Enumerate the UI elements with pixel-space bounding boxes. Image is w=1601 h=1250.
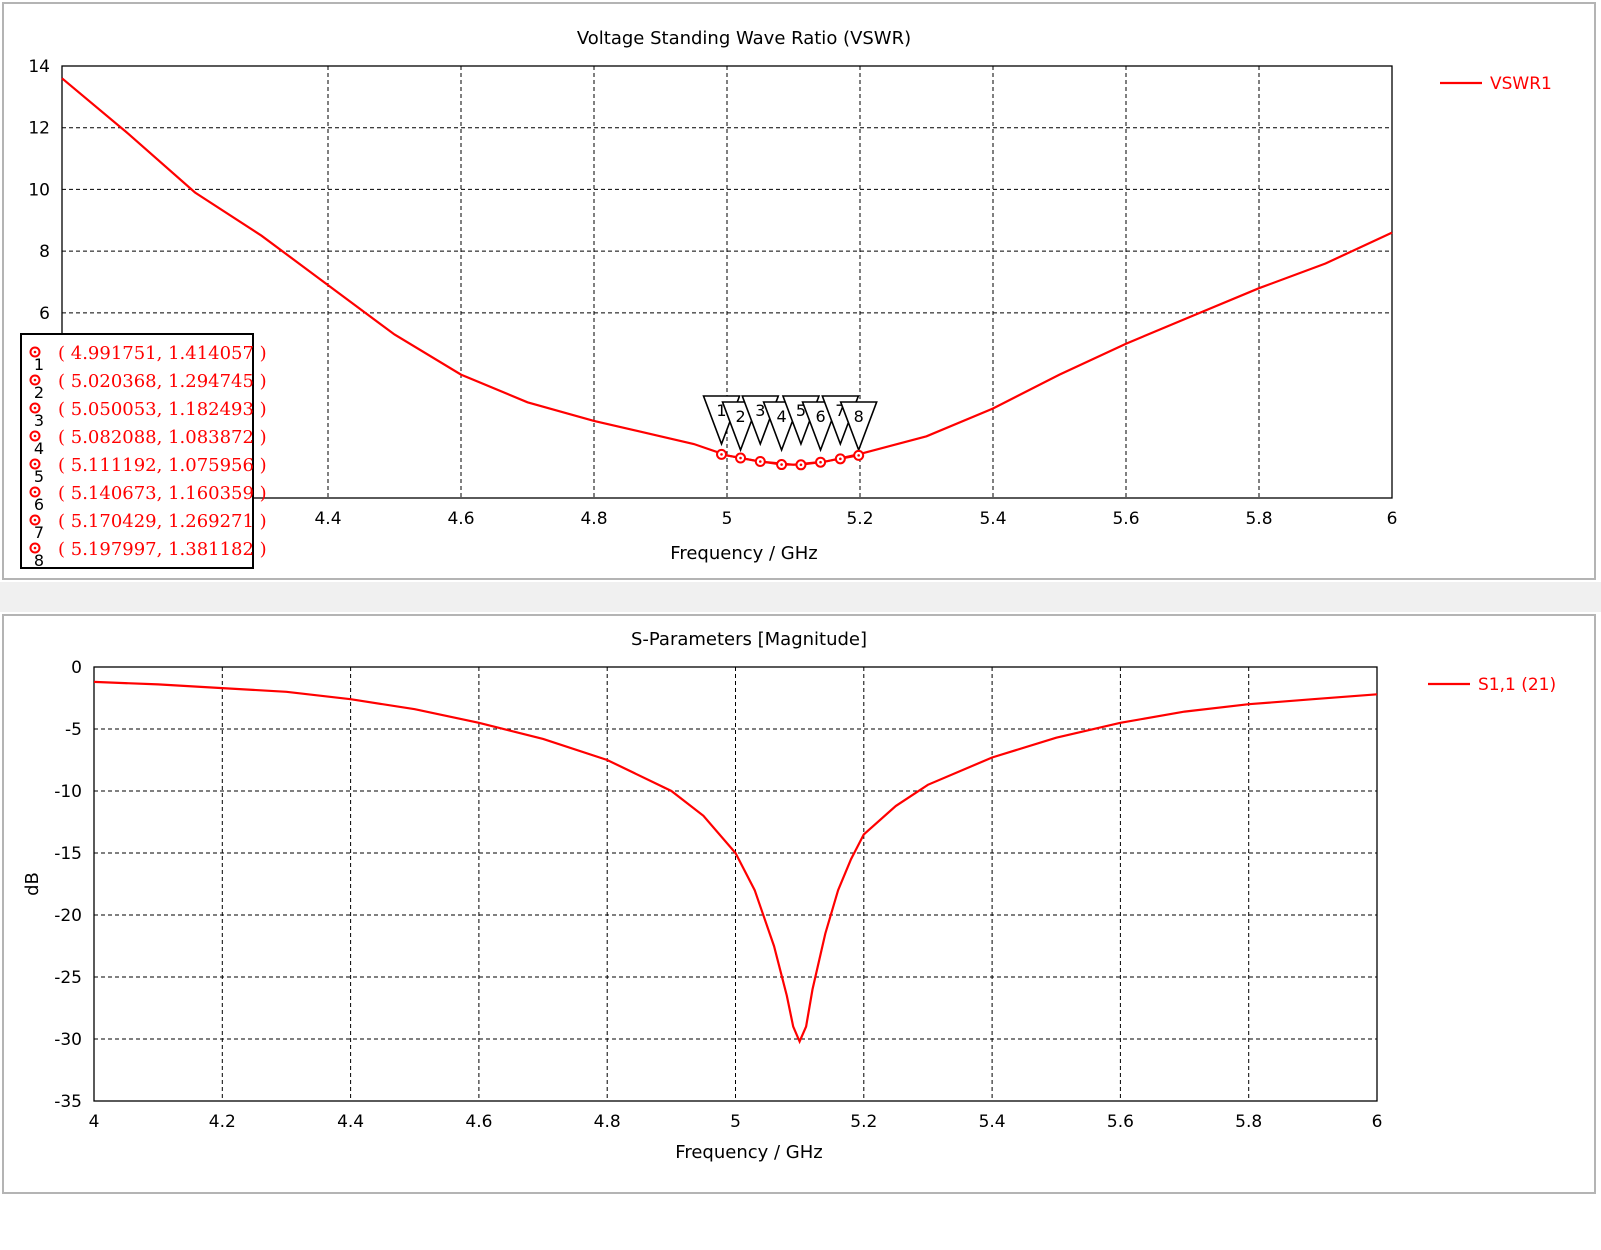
panel-separator [0, 582, 1601, 612]
y-tick-label: 12 [28, 119, 50, 139]
readout-marker-value: ( 5.140673, 1.160359 ) [58, 483, 267, 504]
x-tick-label: 4.8 [580, 509, 607, 529]
readout-marker-icon-center [33, 546, 37, 550]
vswr-chart: Voltage Standing Wave Ratio (VSWR) Frequ… [20, 28, 1552, 570]
readout-marker-icon-center [33, 350, 37, 354]
x-axis-label: Frequency / GHz [670, 543, 817, 564]
y-tick-label: -30 [54, 1030, 82, 1050]
legend: S1,1 (21) [1428, 675, 1556, 695]
readout-marker-icon-center [33, 518, 37, 522]
plot-area-frame [61, 65, 1393, 499]
marker-readout-box: 1 ( 4.991751, 1.414057 ) 2 ( 5.020368, 1.29… [20, 333, 267, 570]
legend-entry: S1,1 (21) [1478, 675, 1556, 695]
vswr-chart-panel: Voltage Standing Wave Ratio (VSWR) Frequ… [2, 2, 1596, 580]
s-parameter-chart: S-Parameters [Magnitude] Frequency / GHz… [22, 629, 1556, 1163]
x-tick-label: 6 [1387, 509, 1398, 529]
plot-area-frame [93, 666, 1378, 1102]
readout-marker-value: ( 5.020368, 1.294745 ) [58, 371, 267, 392]
marker-point-center-1 [720, 453, 723, 456]
y-axis-label: dB [22, 872, 43, 896]
readout-marker-number: 2 [34, 383, 44, 402]
y-tick-label: -35 [54, 1092, 82, 1112]
chart-title: Voltage Standing Wave Ratio (VSWR) [577, 28, 911, 49]
y-tick-label: 8 [39, 242, 50, 262]
x-tick-label: 5.8 [1245, 509, 1272, 529]
x-axis-label: Frequency / GHz [675, 1142, 822, 1163]
readout-marker-value: ( 5.197997, 1.381182 ) [58, 539, 267, 560]
x-tick-label: 5.6 [1107, 1112, 1134, 1132]
marker-number-1: 1 [716, 401, 726, 420]
marker-number-7: 7 [835, 401, 845, 420]
marker-number-6: 6 [815, 407, 825, 426]
readout-marker-icon-center [33, 406, 37, 410]
marker-point-center-7 [839, 457, 842, 461]
readout-marker-number: 1 [34, 355, 44, 374]
x-tick-label: 4.6 [447, 509, 474, 529]
x-tick-label: 5.4 [979, 1112, 1006, 1132]
y-tick-label: -25 [54, 968, 82, 988]
marker-triangle-8 [839, 401, 878, 453]
y-tick-label: -15 [54, 844, 82, 864]
readout-marker-value: ( 4.991751, 1.414057 ) [58, 343, 267, 364]
x-tick-label: 5.4 [979, 509, 1006, 529]
readout-frame [20, 333, 254, 569]
marker-point-center-2 [739, 456, 742, 460]
readout-marker-value: ( 5.050053, 1.182493 ) [58, 399, 267, 420]
readout-marker-icon-center [33, 490, 37, 494]
marker-number-4: 4 [776, 407, 786, 426]
chart-title: S-Parameters [Magnitude] [631, 629, 867, 650]
x-tick-label: 5 [722, 509, 733, 529]
x-tick-label: 5.6 [1112, 509, 1139, 529]
x-tick-label: 5.2 [850, 1112, 877, 1132]
x-tick-label: 5 [730, 1112, 741, 1132]
readout-marker-number: 3 [34, 411, 44, 430]
readout-marker-number: 7 [34, 523, 44, 542]
marker-point-center-6 [819, 460, 822, 464]
readout-marker-value: ( 5.170429, 1.269271 ) [58, 511, 267, 532]
y-tick-label: 14 [28, 57, 50, 77]
x-tick-label: 4.6 [465, 1112, 492, 1132]
marker-number-5: 5 [796, 401, 806, 420]
series-line [93, 680, 1378, 1045]
marker-number-8: 8 [854, 407, 864, 426]
marker-point-center-3 [758, 460, 762, 463]
marker-point-center-5 [799, 463, 803, 467]
readout-marker-value: ( 5.082088, 1.083872 ) [58, 427, 267, 448]
readout-marker-number: 6 [34, 495, 44, 514]
x-tick-label: 5.8 [1235, 1112, 1262, 1132]
y-tick-label: 10 [28, 180, 50, 200]
legend-entry: VSWR1 [1490, 74, 1552, 94]
x-tick-label: 4.2 [209, 1112, 236, 1132]
x-tick-label: 5.2 [846, 509, 873, 529]
readout-marker-number: 4 [34, 439, 44, 458]
readout-marker-value: ( 5.111192, 1.075956 ) [58, 455, 267, 476]
marker-point-center-4 [780, 463, 783, 466]
y-tick-label: 0 [71, 658, 82, 678]
x-tick-label: 4.4 [314, 509, 341, 529]
y-tick-label: -10 [54, 782, 82, 802]
readout-marker-icon-center [33, 462, 37, 466]
x-tick-label: 4.8 [594, 1112, 621, 1132]
marker-number-2: 2 [735, 407, 745, 426]
x-tick-label: 4 [89, 1112, 100, 1132]
y-tick-label: -20 [54, 906, 82, 926]
readout-marker-number: 5 [34, 467, 44, 486]
s-parameter-chart-panel: S-Parameters [Magnitude] Frequency / GHz… [2, 614, 1596, 1194]
y-tick-label: -5 [65, 720, 82, 740]
x-tick-label: 6 [1372, 1112, 1383, 1132]
x-tick-label: 4.4 [337, 1112, 364, 1132]
readout-marker-icon-center [33, 434, 37, 438]
marker-point-center-8 [857, 454, 860, 457]
legend: VSWR1 [1440, 74, 1552, 94]
readout-marker-icon-center [33, 378, 37, 382]
y-tick-label: 6 [39, 304, 50, 324]
readout-marker-number: 8 [34, 551, 44, 570]
marker-number-3: 3 [755, 401, 765, 420]
